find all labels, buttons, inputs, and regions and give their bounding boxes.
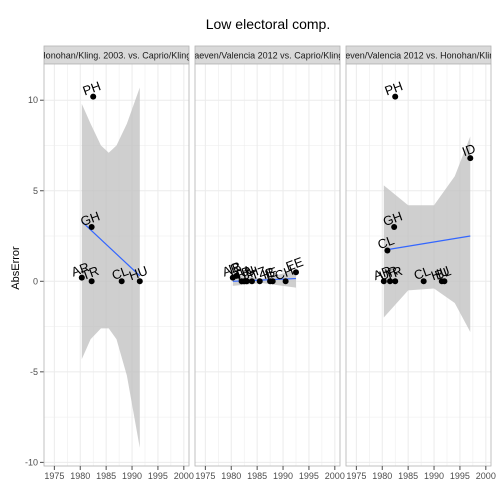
facet-strip-label: Honohan/Kling. 2003. vs. Caprio/Kling. <box>39 51 194 61</box>
data-point-label: HU <box>127 263 150 284</box>
x-tick-label: 1985 <box>398 471 418 481</box>
facet-panel-1: Honohan/Kling. 2003. vs. Caprio/Kling. PH… <box>39 45 194 481</box>
panel-border <box>43 63 190 467</box>
y-tick-label: 0 <box>33 276 38 286</box>
chart-title: Low electoral comp. <box>206 16 331 32</box>
data-point <box>420 278 427 285</box>
x-tick-label: 1975 <box>44 471 64 481</box>
data-point-label: AR <box>371 263 393 283</box>
y-axis-label: AbsError <box>10 246 22 290</box>
facet-panel-2: Laeven/Valencia 2012 vs. Caprio/Kling. AR… <box>189 45 345 481</box>
x-tick-label: 1980 <box>372 471 392 481</box>
data-point-label: PH <box>81 78 103 98</box>
data-point <box>392 278 399 285</box>
confidence-ribbon <box>383 136 471 332</box>
data-point-label: EE <box>284 254 306 274</box>
data-point-label: TR <box>232 263 253 283</box>
plot-background <box>195 64 340 466</box>
x-tick-label: 1995 <box>299 471 319 481</box>
x-tick-label: 1980 <box>221 471 241 481</box>
facet-panels: Honohan/Kling. 2003. vs. Caprio/Kling. PH… <box>39 45 501 481</box>
y-tick-label: -5 <box>30 367 38 377</box>
data-point-label: IE <box>263 264 280 282</box>
facet-strip-label: Laeven/Valencia 2012 vs. Honohan/Kling. <box>335 51 501 61</box>
regression-line <box>387 235 471 251</box>
data-point-label: BL <box>433 263 453 283</box>
data-point <box>88 223 95 230</box>
data-point <box>384 247 391 254</box>
x-tick-label: 1990 <box>122 471 142 481</box>
x-tick-label: 1985 <box>247 471 267 481</box>
x-tick-label: 1975 <box>195 471 215 481</box>
x-axis: 1975 1980 1985 1990 1995 2000 <box>44 466 194 481</box>
data-point <box>90 93 97 100</box>
y-axis: 10 5 0 -5 -10 <box>25 95 44 467</box>
data-point <box>118 278 125 285</box>
x-axis: 1975 1980 1985 1990 1995 2000 <box>346 466 496 481</box>
data-point <box>292 269 299 276</box>
data-point-label: IB <box>227 258 244 276</box>
data-point-label: JH <box>240 263 260 283</box>
x-tick-label: 1975 <box>346 471 366 481</box>
confidence-ribbon <box>81 87 140 448</box>
data-point-label: PH <box>383 78 405 98</box>
data-point-label: AR <box>69 259 91 279</box>
data-point <box>136 278 143 285</box>
data-point <box>243 278 250 285</box>
data-point <box>380 278 387 285</box>
data-point-label: HU <box>234 263 257 284</box>
data-point-label: CL <box>412 263 433 283</box>
x-tick-label: 1995 <box>450 471 470 481</box>
data-point-label: HU <box>429 263 452 284</box>
data-point <box>467 155 474 162</box>
x-tick-label: 1990 <box>424 471 444 481</box>
x-tick-label: 1980 <box>70 471 90 481</box>
data-point <box>282 278 289 285</box>
data-point <box>256 278 263 285</box>
facet-strip-label: Laeven/Valencia 2012 vs. Caprio/Kling. <box>189 51 345 61</box>
y-tick-label: -10 <box>25 457 38 467</box>
data-point-label: GH <box>381 208 404 229</box>
data-point-label: GH <box>78 208 101 229</box>
x-tick-label: 1985 <box>96 471 116 481</box>
panel-border <box>345 63 492 467</box>
y-tick-label: 5 <box>33 186 38 196</box>
data-point <box>387 278 394 285</box>
data-point <box>269 278 276 285</box>
data-point <box>391 223 398 230</box>
data-point <box>248 278 255 285</box>
x-tick-label: 2000 <box>476 471 496 481</box>
data-point-label: ID <box>460 141 477 160</box>
plot-area <box>229 269 299 288</box>
data-point-label: AR <box>220 259 242 279</box>
data-point <box>78 274 85 281</box>
x-tick-label: 2000 <box>174 471 194 481</box>
panel-border <box>194 63 341 467</box>
data-point-label: TZ <box>248 263 268 283</box>
regression-line <box>81 221 141 277</box>
data-point-label: CL <box>376 232 397 252</box>
x-tick-label: 2000 <box>325 471 345 481</box>
facet-panel-3: Laeven/Valencia 2012 vs. Honohan/Kling. P… <box>335 45 501 481</box>
data-point-label: CL <box>110 263 131 283</box>
data-point <box>233 272 240 279</box>
plot-area <box>78 87 143 448</box>
data-point <box>441 278 448 285</box>
data-point-label: TR <box>383 263 404 283</box>
data-point-label: UR <box>377 263 400 284</box>
plot-area <box>380 93 474 332</box>
data-point-label: TR <box>79 263 100 283</box>
data-point-label: CH <box>273 263 296 284</box>
data-point <box>392 93 399 100</box>
x-tick-label: 1995 <box>148 471 168 481</box>
y-tick-label: 10 <box>28 95 38 105</box>
x-axis: 1975 1980 1985 1990 1995 2000 <box>195 466 345 481</box>
data-point-label: HU <box>229 263 252 284</box>
x-tick-label: 1990 <box>273 471 293 481</box>
data-point-label: IB <box>260 264 277 282</box>
data-point <box>88 278 95 285</box>
